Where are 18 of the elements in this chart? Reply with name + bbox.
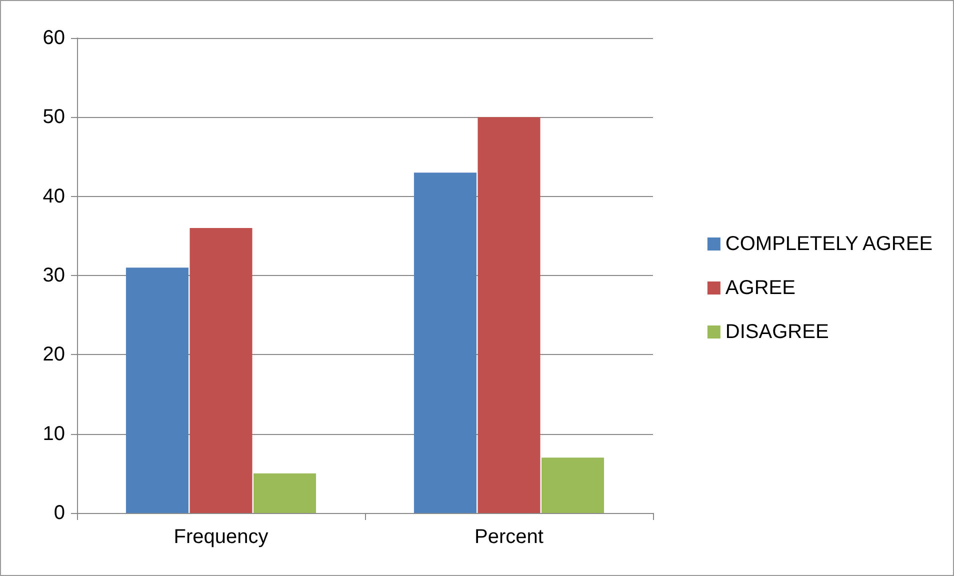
bar [254,473,316,513]
y-tick-label: 10 [42,422,65,445]
y-tick-label: 40 [42,185,65,208]
bar [414,172,476,513]
bar [190,228,252,513]
bar [478,117,540,513]
x-tick-label: Percent [474,526,544,548]
x-tick-label: Frequency [174,526,268,548]
bar [126,268,188,513]
y-tick-label: 60 [42,27,65,49]
y-tick-label: 20 [42,344,65,366]
y-tick-label: 0 [54,502,65,524]
bar [542,458,604,513]
legend-label: AGREE [725,277,796,299]
y-tick-label: 30 [42,264,65,286]
y-tick-label: 50 [42,106,65,128]
legend-label: COMPLETELY AGREE [725,233,933,255]
legend-label: DISAGREE [725,321,829,343]
